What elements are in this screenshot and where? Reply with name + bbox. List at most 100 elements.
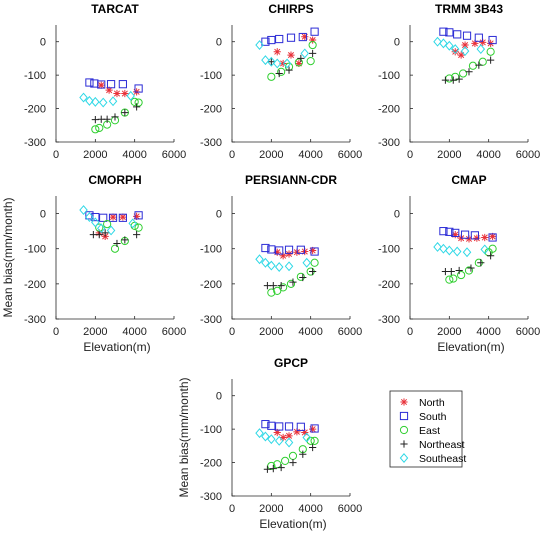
x-tick-label: 4000 (298, 149, 322, 161)
data-point (284, 437, 294, 448)
y-tick-label: 0 (40, 37, 46, 49)
x-tick-label: 2000 (437, 326, 461, 338)
panel-cmorph: CMORPH 0 -100 -200 -300 0 2000 4000 6000 Elevatio… (1, 173, 186, 354)
data-point (289, 458, 297, 467)
data-point (455, 75, 463, 83)
legend-label: North (419, 397, 445, 409)
y-tick-label: -200 (24, 104, 46, 116)
legend-item-north: North (400, 397, 445, 409)
data-point (273, 248, 281, 256)
data-point (109, 213, 117, 221)
data-point (285, 432, 293, 440)
data-point (470, 231, 479, 240)
data-point (267, 245, 276, 254)
legend-label: East (419, 425, 440, 437)
data-point (310, 424, 319, 433)
data-point (108, 96, 118, 107)
legend-item-northeast: Northeast (400, 439, 465, 451)
panel-title: CMAP (451, 173, 486, 187)
panel-title: TRMM 3B43 (435, 2, 503, 16)
data-point (468, 61, 478, 70)
series-east (91, 97, 143, 134)
series-northeast (89, 229, 141, 248)
data-point (462, 247, 472, 258)
data-point (121, 89, 129, 98)
series-southeast (255, 254, 311, 272)
data-point (471, 39, 479, 47)
series-north (273, 425, 317, 442)
series-northeast (267, 49, 317, 78)
series-southeast (255, 428, 311, 448)
data-point (113, 239, 121, 248)
data-point (488, 35, 497, 45)
data-point (255, 40, 264, 51)
data-point (133, 231, 141, 239)
panel-gpcp: GPCP 0 -100 -200 -300 0 2000 4000 6000 Elevation(… (177, 356, 362, 531)
panel-title: CMORPH (88, 173, 141, 187)
data-point (451, 231, 459, 239)
series-south (439, 227, 497, 242)
x-tick-label: 6000 (338, 149, 362, 161)
legend-item-east: East (399, 425, 440, 437)
data-point (96, 223, 106, 234)
y-tick-label: 0 (40, 209, 46, 221)
series-northeast (441, 56, 495, 84)
data-point (309, 49, 317, 58)
data-point (487, 56, 495, 64)
data-point (261, 431, 270, 442)
data-point (128, 218, 137, 229)
data-point (286, 33, 296, 42)
data-point (298, 32, 307, 42)
x-tick-label: 4000 (298, 503, 322, 515)
series-northeast (263, 443, 317, 473)
data-point (79, 205, 88, 216)
y-tick-label: 0 (216, 391, 222, 403)
data-point (118, 80, 127, 89)
y-tick-label: -200 (378, 104, 400, 116)
series-southeast (79, 90, 135, 108)
data-point (95, 231, 103, 239)
data-point (261, 243, 270, 253)
data-point (267, 421, 276, 430)
y-tick-label: -200 (200, 279, 222, 291)
legend-item-south: South (399, 411, 447, 423)
x-tick-label: 6000 (162, 326, 186, 338)
data-point (445, 40, 454, 51)
data-point (103, 115, 111, 123)
data-point (263, 465, 271, 473)
x-tick-label: 0 (229, 326, 235, 338)
data-point (455, 266, 463, 275)
data-point (105, 86, 113, 94)
data-point (267, 288, 276, 297)
y-tick-label: -100 (200, 424, 222, 436)
data-point (433, 36, 442, 47)
data-point (111, 113, 119, 121)
x-tick-label: 4000 (122, 326, 146, 338)
data-point (267, 72, 276, 81)
panel-title: PERSIANN-CDR (245, 173, 337, 187)
x-tick-label: 2000 (259, 326, 283, 338)
data-point (85, 211, 94, 220)
data-point (284, 261, 294, 272)
data-point (85, 212, 94, 223)
series-south (261, 243, 319, 256)
axes-lines (409, 196, 528, 320)
data-point (465, 68, 473, 76)
series-east (267, 258, 319, 297)
axes-lines (231, 25, 350, 143)
series-east (445, 244, 497, 284)
series-south (85, 211, 143, 222)
panel-cmap: CMAP 0 -100 -200 -300 0 2000 4000 6000 Elevation(… (378, 173, 540, 354)
data-point (309, 425, 317, 433)
series-northeast (441, 252, 495, 276)
data-point (118, 213, 127, 222)
legend-marker (399, 425, 409, 435)
y-tick-label: -300 (24, 314, 46, 326)
data-point (299, 450, 307, 458)
data-point (267, 58, 275, 66)
data-point (99, 213, 108, 222)
data-point (486, 47, 495, 56)
x-tick-label: 6000 (338, 326, 362, 338)
data-point (309, 443, 317, 452)
